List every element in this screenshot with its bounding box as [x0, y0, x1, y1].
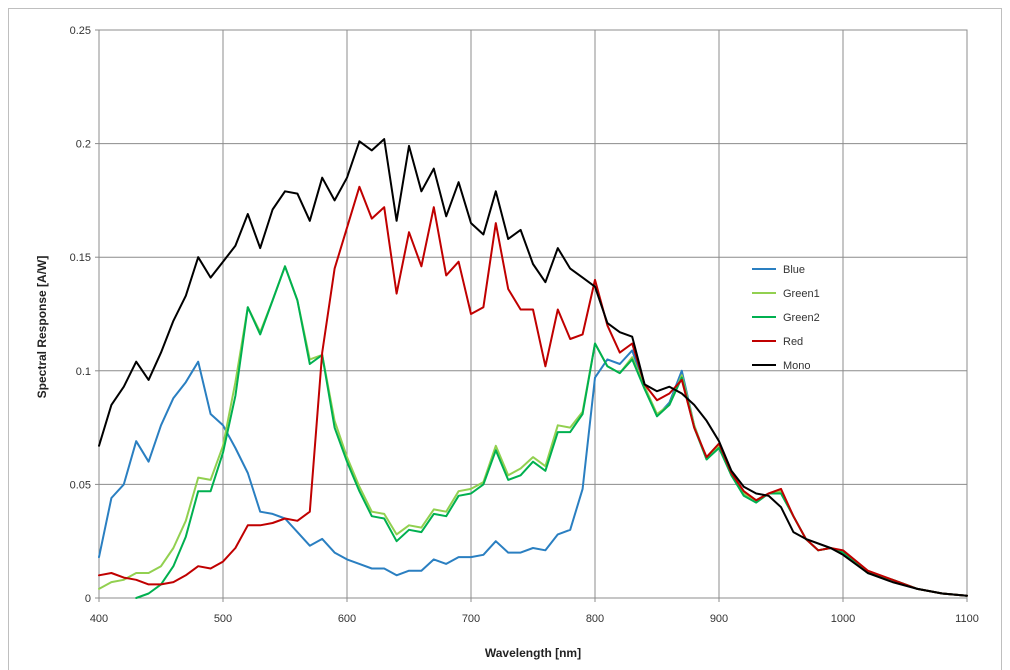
series-lines	[98, 138, 968, 599]
series-line-blue	[98, 349, 968, 597]
x-tick-label: 600	[338, 613, 356, 625]
x-tick-label: 900	[710, 613, 728, 625]
x-tick-labels: 400 500 600 700 800 900 1000 1100	[90, 613, 979, 625]
y-tick-labels: 0 0.05 0.1 0.15 0.2 0.25	[70, 25, 91, 605]
legend-label-green1: Green1	[783, 288, 820, 300]
x-tick-label: 500	[214, 613, 232, 625]
x-tick-label: 1000	[831, 613, 855, 625]
x-tick-label: 400	[90, 613, 108, 625]
y-tick-label: 0.15	[70, 252, 91, 264]
grid	[95, 29, 968, 602]
series-line-mono	[98, 138, 968, 597]
y-tick-label: 0.25	[70, 25, 91, 37]
x-tick-label: 1100	[955, 613, 979, 625]
y-tick-label: 0	[85, 593, 91, 605]
y-tick-label: 0.2	[76, 139, 91, 151]
chart-frame	[8, 8, 1002, 670]
series-line-red	[98, 185, 968, 597]
y-tick-label: 0.05	[70, 479, 91, 491]
legend-label-red: Red	[783, 336, 803, 348]
legend-label-mono: Mono	[783, 360, 811, 372]
x-tick-label: 800	[586, 613, 604, 625]
y-axis-label: Spectral Response [A/W]	[35, 256, 49, 399]
legend-label-blue: Blue	[783, 264, 805, 276]
y-tick-label: 0.1	[76, 366, 91, 378]
series-line-green2	[135, 265, 968, 599]
x-tick-label: 700	[462, 613, 480, 625]
legend: Blue Green1 Green2 Red Mono	[752, 264, 820, 372]
legend-label-green2: Green2	[783, 312, 820, 324]
series-line-green1	[98, 265, 968, 597]
plot-area-border	[98, 29, 968, 599]
x-axis-label: Wavelength [nm]	[485, 646, 581, 660]
